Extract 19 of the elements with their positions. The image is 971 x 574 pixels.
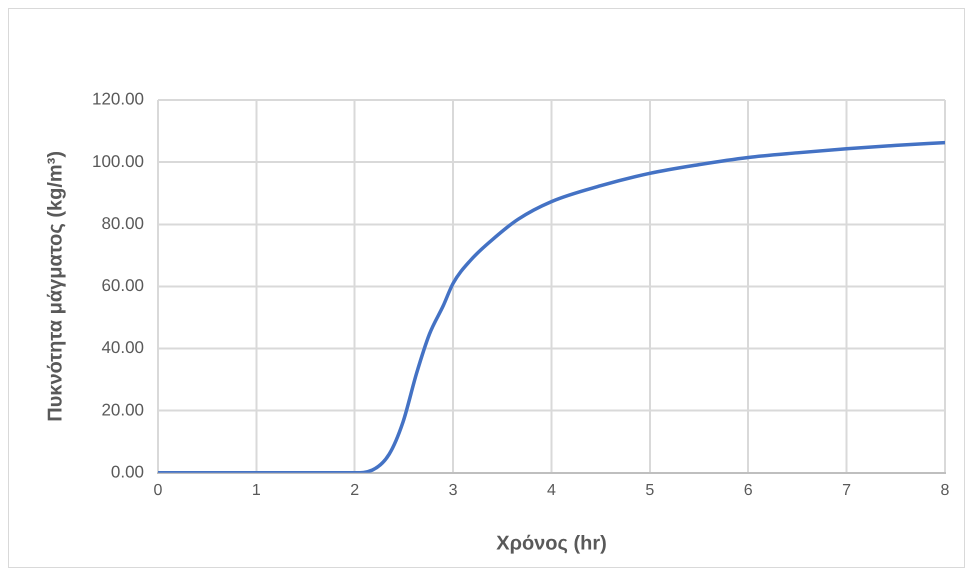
- x-tick-label: 0: [154, 482, 163, 499]
- x-tick-label: 3: [448, 482, 458, 499]
- x-axis-title: Χρόνος (hr): [496, 532, 607, 555]
- x-tick-label: 4: [547, 482, 556, 499]
- y-tick-label: 0.00: [110, 462, 144, 482]
- x-tick-label: 7: [842, 482, 852, 499]
- x-tick-label: 6: [744, 482, 753, 499]
- y-tick-label: 40.00: [101, 338, 144, 358]
- y-tick-label: 60.00: [101, 276, 144, 296]
- line-series: [158, 140, 945, 473]
- x-tick-label: 2: [350, 482, 360, 499]
- y-tick-label: 120.00: [92, 90, 144, 109]
- x-tick-label: 8: [940, 482, 950, 499]
- y-axis-title: Πυκνότητα μάγματος (kg/m³): [44, 151, 67, 422]
- x-tick-label: 1: [252, 482, 261, 499]
- y-tick-label: 20.00: [101, 400, 144, 420]
- y-tick-label: 100.00: [92, 152, 144, 171]
- y-tick-label: 80.00: [101, 214, 144, 233]
- x-tick-label: 5: [645, 482, 654, 499]
